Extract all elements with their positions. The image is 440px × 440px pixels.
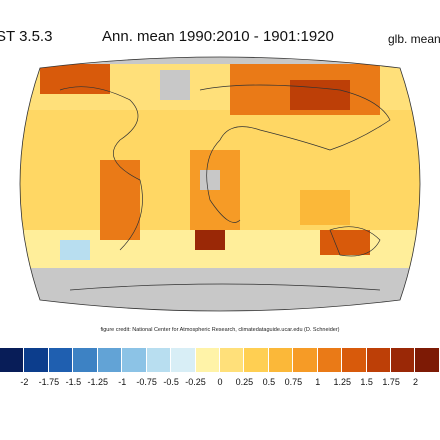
colorbar-tick-label: 2 [413, 377, 418, 387]
colorbar-swatch [415, 348, 439, 372]
colorbar-swatch [244, 348, 268, 372]
colorbar-swatch [73, 348, 97, 372]
colorbar-tick-label: -1 [118, 377, 126, 387]
colorbar [0, 348, 440, 372]
colorbar-swatch [24, 348, 48, 372]
colorbar-swatch [49, 348, 73, 372]
global-mean-label: glb. mean [388, 32, 440, 46]
missing-data-greenland [160, 70, 190, 100]
colorbar-tick-label: 1.75 [382, 377, 400, 387]
colorbar-tick-label: -0.75 [136, 377, 157, 387]
dataset-title: ST 3.5.3 [0, 28, 52, 45]
colorbar-tick-label: 0 [217, 377, 222, 387]
colorbar-ticks: -2 -1.75 -1.5 -1.25 -1 -0.75 -0.5 -0.25 0 0.25 0.5… [0, 377, 440, 391]
colorbar-tick-label: 1.5 [360, 377, 373, 387]
anomaly-patch-cooling [60, 240, 90, 260]
colorbar-tick-label: -0.25 [185, 377, 206, 387]
colorbar-tick-label: 0.5 [263, 377, 276, 387]
missing-data-sahara [200, 170, 220, 190]
colorbar-swatch [318, 348, 342, 372]
colorbar-tick-label: -2 [20, 377, 28, 387]
colorbar-tick-label: -1.25 [88, 377, 109, 387]
colorbar-swatch [98, 348, 122, 372]
colorbar-swatch [367, 348, 391, 372]
colorbar-swatch [293, 348, 317, 372]
temperature-anomaly-map [0, 50, 440, 318]
colorbar-swatch [0, 348, 24, 372]
anomaly-patch-australia [320, 230, 370, 255]
colorbar-swatch [122, 348, 146, 372]
anomaly-patch-central-asia [290, 80, 350, 110]
period-title: Ann. mean 1990:2010 - 1901:1920 [102, 28, 334, 45]
colorbar-swatch [220, 348, 244, 372]
colorbar-tick-label: -0.5 [163, 377, 179, 387]
anomaly-patch-north-america [40, 64, 110, 94]
colorbar-tick-label: 0.75 [285, 377, 303, 387]
anomaly-patch-south-america [100, 160, 140, 240]
anomaly-patch-indian-ocean [300, 190, 350, 225]
colorbar-swatch [171, 348, 195, 372]
colorbar-swatch [342, 348, 366, 372]
missing-data-antarctic [0, 268, 440, 318]
colorbar-swatch [196, 348, 220, 372]
figure-credit: figure credit: National Center for Atmos… [0, 327, 440, 333]
colorbar-swatch [391, 348, 415, 372]
colorbar-tick-label: -1.75 [39, 377, 60, 387]
colorbar-tick-label: 1 [315, 377, 320, 387]
colorbar-tick-label: 1.25 [333, 377, 351, 387]
colorbar-swatch [147, 348, 171, 372]
colorbar-tick-label: -1.5 [66, 377, 82, 387]
colorbar-tick-label: 0.25 [236, 377, 254, 387]
colorbar-swatch [269, 348, 293, 372]
anomaly-patch-south-atlantic [195, 230, 225, 250]
